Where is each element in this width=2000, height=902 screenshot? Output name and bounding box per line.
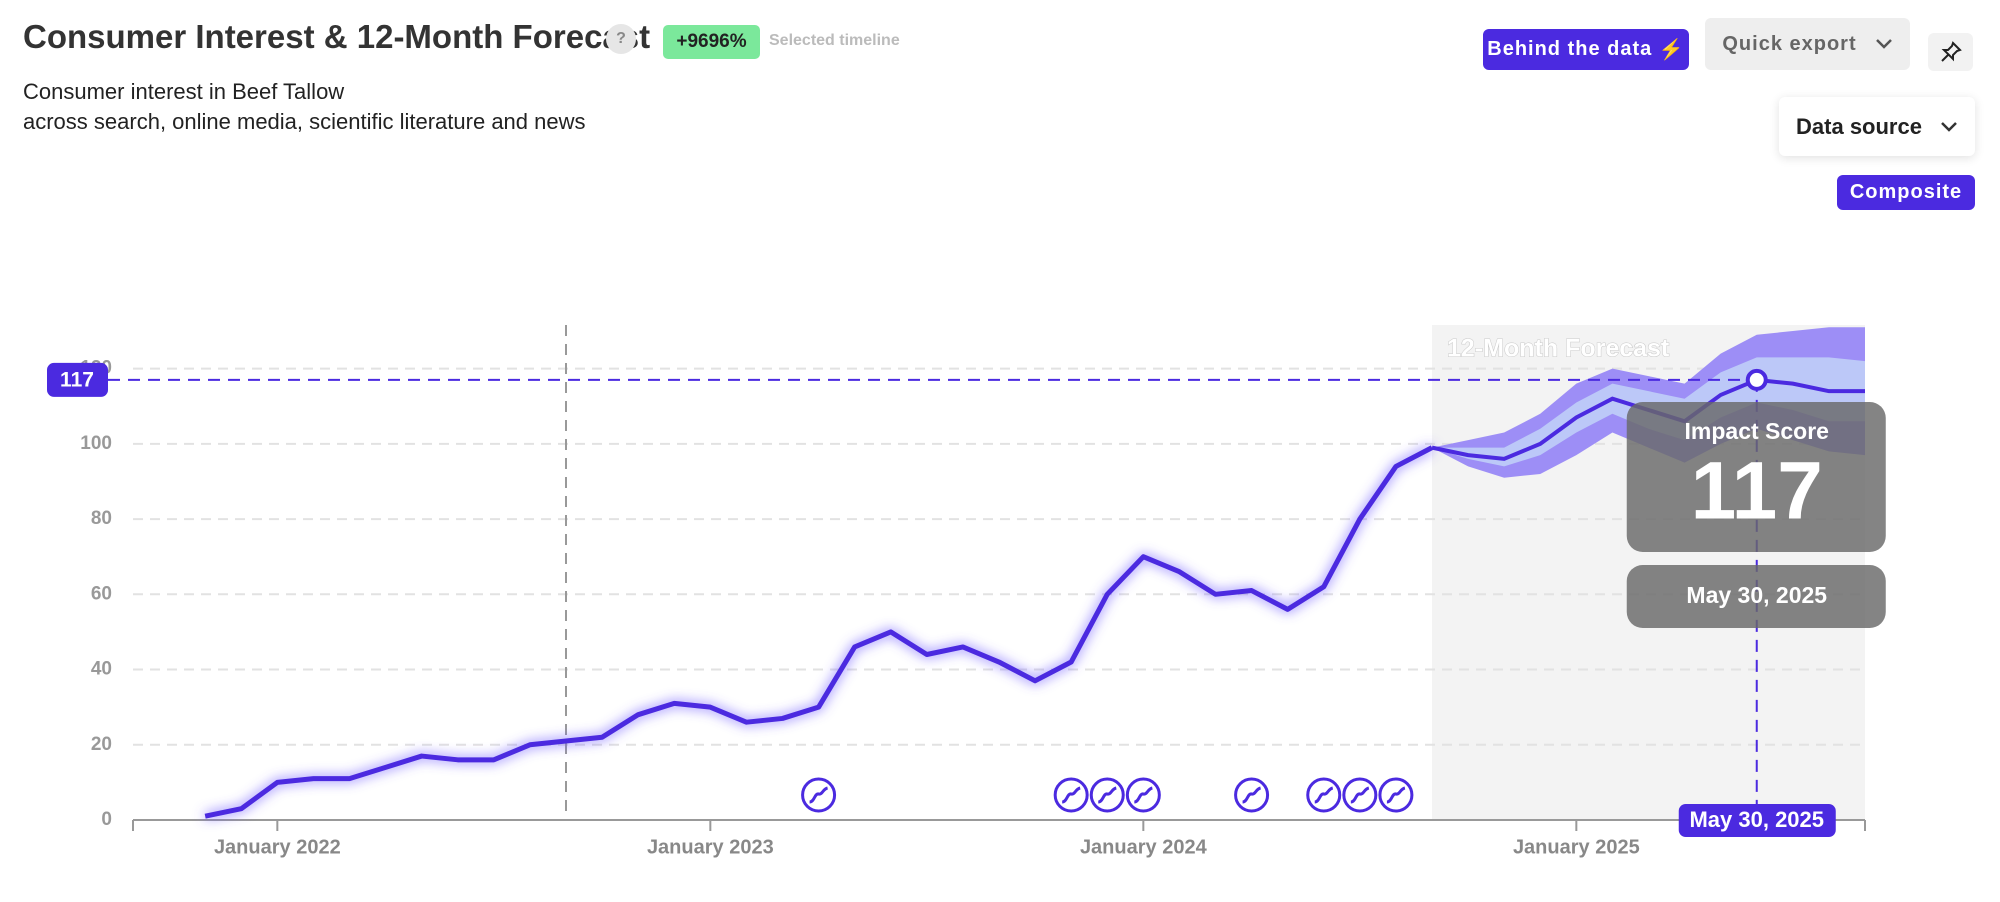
event-marker[interactable]	[1378, 777, 1414, 813]
event-icon	[1314, 786, 1334, 804]
tooltip-date: May 30, 2025	[1686, 582, 1827, 608]
tooltip-title: Impact Score	[1685, 418, 1829, 444]
date-badge	[1678, 804, 1836, 837]
event-marker[interactable]	[1125, 777, 1161, 813]
behind-button[interactable]: Behind the data ⚡	[1483, 29, 1689, 70]
event-marker[interactable]	[1306, 777, 1342, 813]
x-tick-label: January 2024	[1080, 836, 1208, 858]
series-line	[204, 445, 1434, 819]
event-marker[interactable]	[1053, 777, 1089, 813]
value-badge	[47, 362, 108, 397]
bolt-icon: ⚡	[1658, 39, 1685, 61]
event-icon	[1134, 786, 1153, 804]
subtitle: across search, online media, scientific …	[23, 109, 586, 134]
y-tick-label: 80	[91, 508, 112, 529]
button-label: Behind the data	[1487, 38, 1653, 60]
tooltip-date-box	[1626, 565, 1886, 628]
highlight-point	[1745, 368, 1768, 391]
date-badge-label: May 30, 2025	[1689, 807, 1824, 832]
value-badge-label: 117	[60, 368, 94, 391]
event-marker[interactable]	[1342, 777, 1378, 813]
composite-button[interactable]: Composite	[1837, 175, 1975, 210]
chevron	[1875, 39, 1892, 49]
y-tick-label: 40	[91, 659, 112, 680]
event-icon	[1386, 786, 1406, 804]
x-tick-label: January 2025	[1513, 836, 1640, 858]
data-source-button[interactable]: Data source	[1779, 97, 1975, 156]
y-tick-label: 60	[91, 583, 112, 604]
pin-button[interactable]	[1928, 33, 1973, 71]
y-tick-label: 0	[101, 809, 112, 830]
event-icon	[1350, 786, 1370, 804]
event-icon	[1097, 786, 1117, 804]
help[interactable]: ?	[606, 24, 636, 54]
forecast-label: 12-Month Forecast	[1447, 335, 1670, 363]
pin-icon	[1940, 41, 1962, 62]
y-tick-label: 100	[80, 433, 112, 454]
event-icon	[1061, 786, 1081, 804]
event-marker[interactable]	[801, 777, 837, 813]
change-caption: Selected timeline	[769, 32, 900, 49]
export-button[interactable]: Quick export	[1705, 18, 1910, 70]
tooltip-box	[1626, 402, 1886, 552]
x-tick-label: January 2023	[647, 836, 774, 858]
event-marker[interactable]	[1234, 777, 1270, 813]
x-tick-label: January 2022	[214, 836, 341, 858]
event-icon	[1242, 786, 1262, 804]
event-icon	[809, 786, 829, 804]
chevron	[1941, 121, 1957, 132]
y-tick-label: 20	[91, 734, 112, 755]
button-label: Data source	[1796, 113, 1922, 139]
button-label: Quick export	[1722, 32, 1857, 55]
change-badge: +9696%	[663, 25, 760, 59]
event-marker[interactable]	[1089, 777, 1125, 813]
tooltip-value: 117	[1691, 446, 1823, 537]
title: Consumer Interest & 12-Month Forecast	[23, 18, 651, 55]
subtitle: Consumer interest in Beef Tallow	[23, 79, 345, 104]
